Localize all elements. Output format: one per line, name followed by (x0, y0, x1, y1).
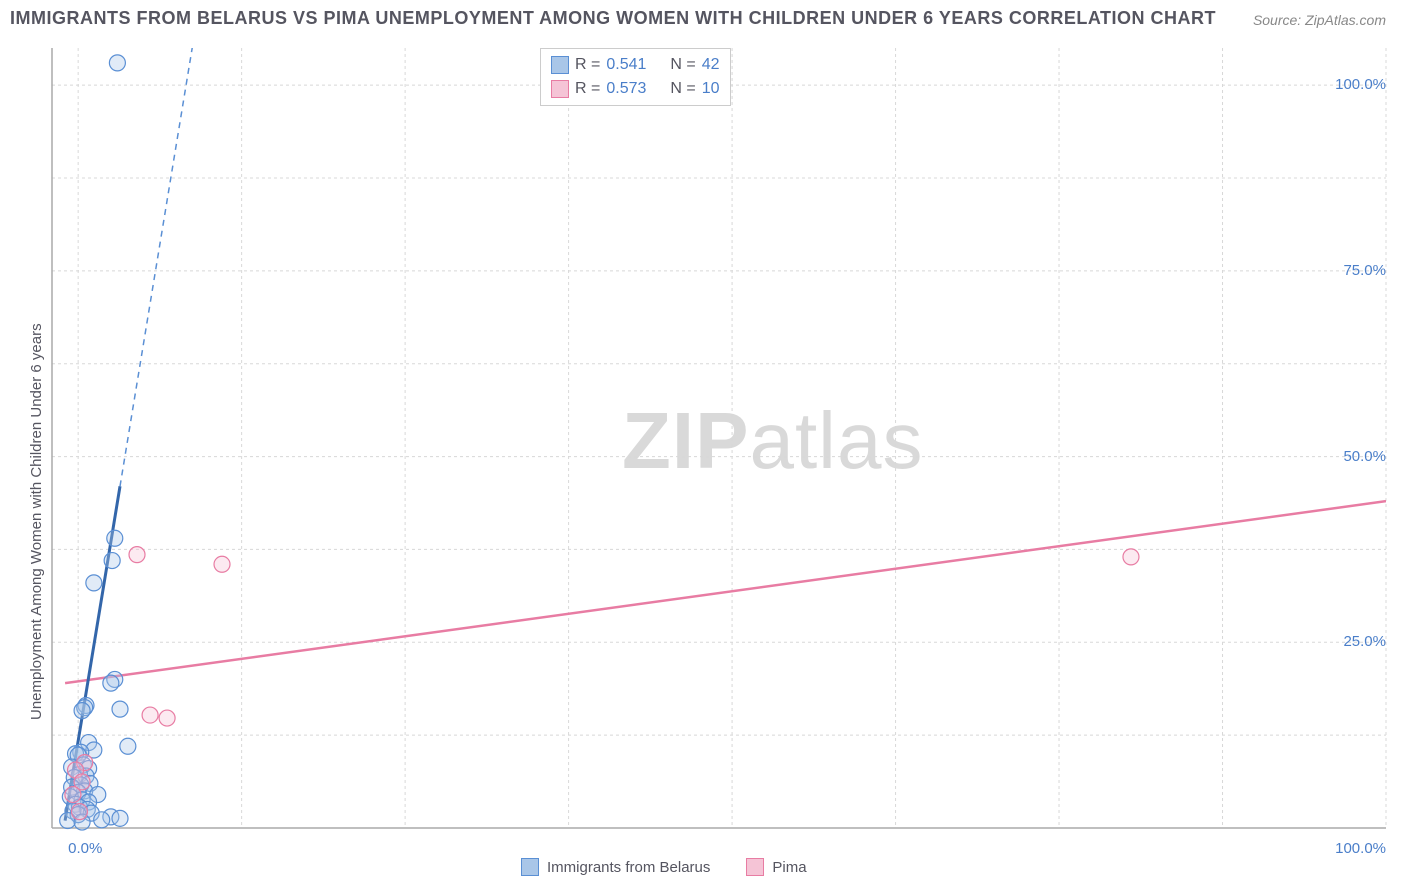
legend-R-label: R = (575, 80, 600, 98)
legend-row-series2: R = 0.573 N = 10 (551, 77, 720, 101)
legend-N-label: N = (670, 56, 695, 74)
legend-N-label: N = (670, 80, 695, 98)
x-tick-label: 0.0% (68, 840, 102, 857)
bottom-swatch-series2 (746, 858, 764, 876)
scatter-plot (0, 0, 1406, 892)
legend-R-value-series2: 0.573 (606, 80, 646, 98)
bottom-swatch-series1 (521, 858, 539, 876)
bottom-legend-series1-label: Immigrants from Belarus (547, 859, 710, 876)
legend-N-value-series2: 10 (702, 80, 720, 98)
legend-swatch-series2 (551, 80, 569, 98)
y-tick-label: 50.0% (1343, 448, 1386, 465)
legend-row-series1: R = 0.541 N = 42 (551, 53, 720, 77)
x-tick-label: 100.0% (1335, 840, 1386, 857)
y-tick-label: 75.0% (1343, 262, 1386, 279)
legend-swatch-series1 (551, 56, 569, 74)
correlation-legend: R = 0.541 N = 42 R = 0.573 N = 10 (540, 48, 731, 106)
legend-R-label: R = (575, 56, 600, 74)
y-tick-label: 100.0% (1335, 76, 1386, 93)
y-tick-label: 25.0% (1343, 633, 1386, 650)
bottom-legend-series2-label: Pima (772, 859, 806, 876)
legend-R-value-series1: 0.541 (606, 56, 646, 74)
legend-N-value-series1: 42 (702, 56, 720, 74)
chart-container: IMMIGRANTS FROM BELARUS VS PIMA UNEMPLOY… (0, 0, 1406, 892)
series-legend: Immigrants from Belarus Pima (521, 858, 807, 876)
